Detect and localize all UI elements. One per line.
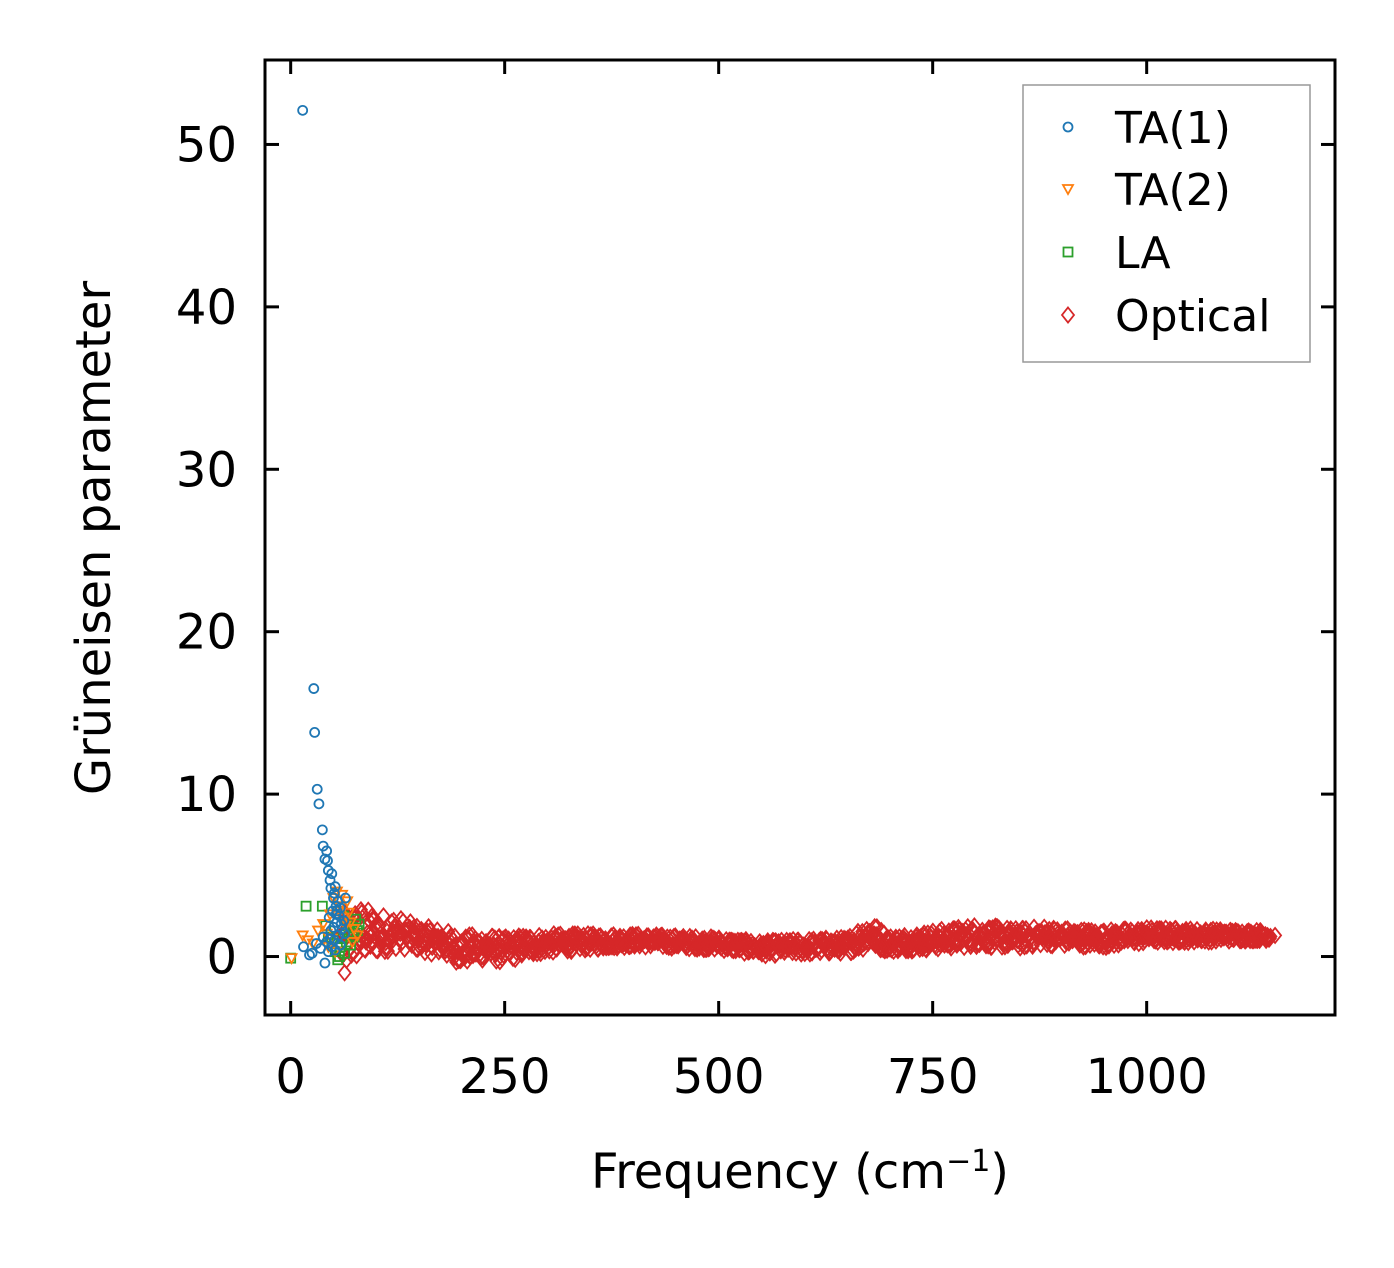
y-tick-label: 10: [176, 767, 237, 823]
data-point: [1267, 926, 1283, 945]
legend-label-ta1: TA(1): [1114, 103, 1231, 154]
legend-entry-ta1: TA(1): [1062, 103, 1231, 154]
y-tick-label: 30: [176, 442, 237, 498]
x-axis-label-suffix: ): [990, 1144, 1009, 1200]
data-point: [378, 933, 393, 952]
data-point: [327, 905, 339, 917]
plot-area: [285, 104, 1283, 982]
data-point: [449, 936, 465, 954]
data-point: [313, 798, 325, 810]
data-point: [328, 934, 340, 946]
data-point: [358, 941, 373, 959]
data-point: [306, 947, 318, 959]
data-point: [316, 900, 328, 912]
data-point: [394, 933, 409, 952]
data-point: [339, 928, 351, 940]
data-point: [316, 824, 328, 836]
data-point: [514, 945, 529, 964]
data-point: [298, 941, 309, 953]
x-axis-label: Frequency (cm−1): [591, 1144, 1009, 1201]
data-point: [325, 925, 337, 936]
data-point: [311, 783, 323, 795]
data-point: [322, 865, 334, 876]
data-point: [285, 953, 299, 966]
data-point: [1000, 936, 1015, 955]
data-point: [330, 908, 342, 920]
data-point: [326, 868, 338, 880]
series-ta-1-: [297, 104, 351, 969]
x-tick-label: 500: [673, 1049, 765, 1105]
data-point: [322, 855, 333, 867]
data-point: [371, 928, 387, 947]
data-point: [379, 937, 394, 956]
data-point: [345, 937, 359, 949]
data-point: [342, 907, 356, 920]
axis-ticks: 0 250 500 750 1000 0 10 20 30 40 50: [176, 60, 1335, 1105]
legend-label-optical: Optical: [1115, 291, 1270, 342]
legend-label-la: LA: [1115, 228, 1171, 279]
data-point: [311, 925, 325, 938]
legend: TA(1) TA(2) LA Optical: [1022, 84, 1311, 363]
data-point: [308, 683, 320, 694]
legend-entry-optical: Optical: [1060, 291, 1270, 342]
x-axis-label-main: Frequency (cm: [591, 1144, 946, 1200]
x-tick-label: 750: [887, 1049, 979, 1105]
data-point: [368, 916, 383, 935]
data-point: [340, 892, 351, 904]
data-point: [322, 931, 334, 943]
legend-marker-shape: [1061, 184, 1075, 196]
data-point: [338, 915, 350, 927]
x-tick-label: 1000: [1086, 1049, 1208, 1105]
legend-marker-ta2: [1061, 184, 1075, 196]
data-point: [833, 944, 848, 963]
y-axis-label: Grüneisen parameter: [66, 281, 122, 796]
data-point: [329, 881, 341, 893]
y-tick-label: 40: [176, 280, 237, 336]
legend-marker-shape: [1062, 246, 1074, 258]
data-point: [319, 957, 331, 969]
data-point: [546, 925, 561, 943]
y-tick-label: 0: [206, 930, 237, 986]
data-point: [447, 927, 462, 946]
data-point: [542, 941, 557, 960]
data-point: [332, 954, 344, 966]
x-axis-label-superscript: −1: [946, 1144, 990, 1179]
data-point: [301, 935, 315, 948]
legend-label-ta2: TA(2): [1114, 165, 1231, 216]
data-point: [397, 940, 412, 959]
data-point: [335, 889, 349, 902]
data-point: [300, 900, 312, 912]
data-point: [337, 963, 352, 982]
data-point: [350, 930, 364, 943]
x-tick-label: 250: [459, 1049, 551, 1105]
data-point: [347, 924, 361, 936]
data-point: [309, 726, 321, 738]
legend-marker-ta1: [1062, 121, 1074, 133]
data-point: [1263, 927, 1278, 946]
legend-entry-ta2: TA(2): [1061, 165, 1231, 216]
x-tick-label: 0: [275, 1049, 306, 1105]
y-tick-label: 20: [176, 605, 237, 661]
data-point: [316, 919, 330, 931]
data-point: [297, 104, 309, 116]
plot-frame: [263, 58, 1337, 1017]
legend-marker-la: [1062, 246, 1074, 258]
series-optical: [334, 900, 1283, 982]
legend-entry-la: LA: [1062, 228, 1171, 279]
legend-marker-optical: [1060, 306, 1076, 324]
y-tick-label: 50: [176, 117, 237, 173]
legend-marker-shape: [1062, 121, 1074, 133]
legend-marker-shape: [1060, 306, 1076, 324]
